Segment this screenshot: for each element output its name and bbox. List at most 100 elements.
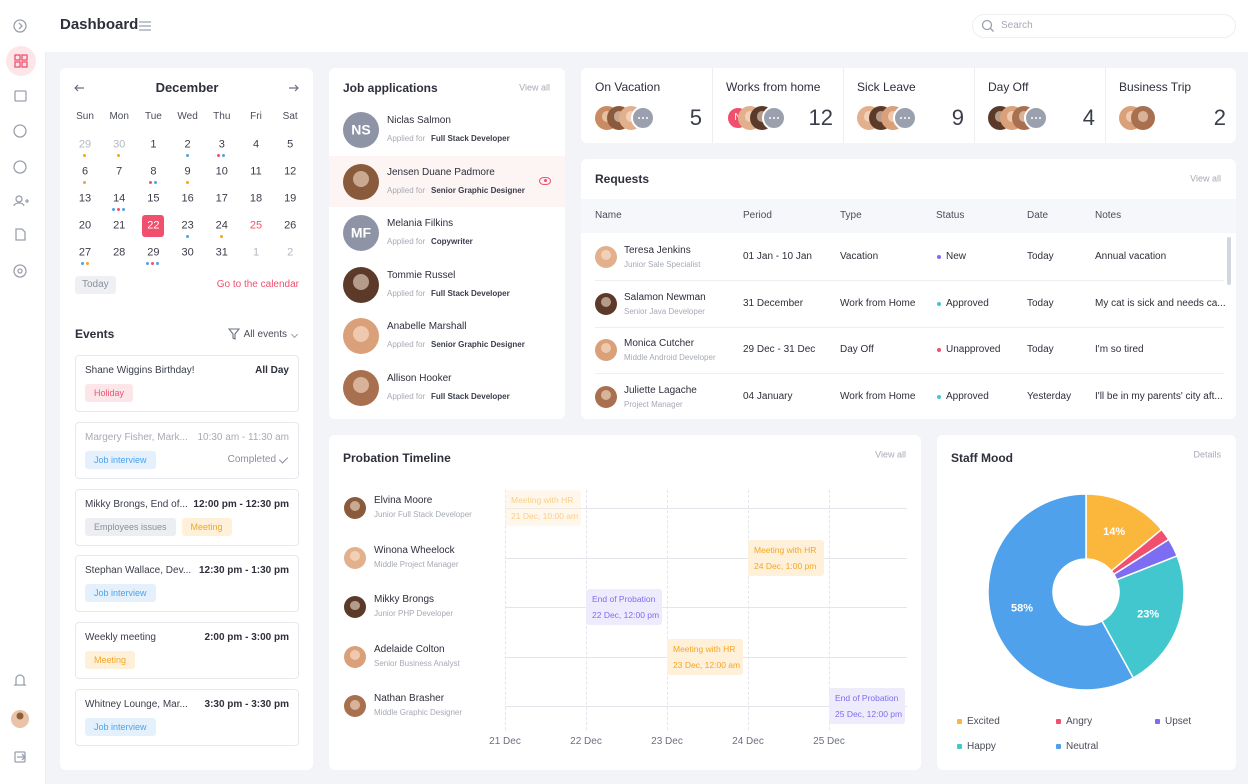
avatar-face bbox=[352, 170, 370, 187]
applicant-name[interactable]: Niclas Salmon bbox=[387, 115, 451, 126]
day[interactable]: 3 bbox=[218, 138, 225, 151]
chart-icon[interactable] bbox=[13, 160, 27, 174]
day[interactable]: 2 bbox=[184, 138, 191, 151]
expand-icon[interactable] bbox=[13, 19, 27, 33]
event-card[interactable] bbox=[75, 355, 299, 412]
notifications-icon[interactable] bbox=[13, 674, 27, 686]
applicant-name[interactable]: Melania Filkins bbox=[387, 218, 454, 230]
event-card[interactable] bbox=[75, 622, 299, 680]
day[interactable]: 23 bbox=[181, 219, 194, 232]
day[interactable]: 17 bbox=[215, 192, 228, 205]
day[interactable]: 4 bbox=[252, 138, 260, 151]
day[interactable]: 11 bbox=[250, 165, 262, 178]
day[interactable]: 7 bbox=[116, 165, 123, 178]
applicant-name[interactable]: Anabelle Marshall bbox=[387, 321, 467, 333]
event-tags: Employees issues Meeting bbox=[85, 517, 285, 536]
next-month[interactable] bbox=[289, 84, 299, 92]
timeline-event[interactable] bbox=[586, 589, 662, 626]
day[interactable]: 13 bbox=[78, 192, 92, 205]
search-box[interactable] bbox=[972, 14, 1236, 38]
column-header: Notes bbox=[1095, 210, 1122, 221]
date: Today bbox=[1027, 344, 1054, 355]
events-filter[interactable]: All events bbox=[243, 329, 287, 340]
pie-slice bbox=[987, 493, 1135, 691]
day-label: 22 Dec bbox=[570, 736, 602, 747]
day[interactable]: 20 bbox=[78, 219, 92, 232]
day[interactable]: 31 bbox=[215, 246, 228, 259]
filter-settings-icon[interactable] bbox=[138, 19, 152, 32]
status: Unapproved bbox=[946, 344, 1001, 355]
notes: I'm so tired bbox=[1095, 344, 1144, 355]
jobs-link[interactable]: View all bbox=[519, 82, 550, 93]
profile-icon[interactable] bbox=[13, 124, 27, 138]
today-button[interactable]: Today bbox=[75, 276, 116, 294]
day[interactable]: 25 bbox=[249, 219, 263, 232]
day[interactable]: 1 bbox=[252, 246, 260, 259]
calendar-icon[interactable] bbox=[14, 90, 27, 102]
add-user-icon[interactable] bbox=[15, 195, 23, 203]
day[interactable]: 29 bbox=[147, 246, 160, 259]
stats-card bbox=[581, 68, 1236, 143]
event-card[interactable] bbox=[75, 421, 299, 479]
settings-icon[interactable] bbox=[13, 264, 27, 278]
event-card[interactable] bbox=[75, 689, 299, 746]
day[interactable]: 9 bbox=[184, 165, 191, 178]
calendar-link[interactable]: Go to the calendar bbox=[216, 279, 299, 290]
applicant-name[interactable]: Tommie Russel bbox=[387, 269, 456, 281]
day[interactable]: 16 bbox=[181, 192, 194, 205]
legend-label: Angry bbox=[1066, 716, 1093, 727]
day[interactable]: 27 bbox=[78, 246, 92, 259]
day[interactable]: 30 bbox=[181, 246, 194, 259]
day[interactable]: 5 bbox=[287, 138, 294, 151]
timeline-event[interactable] bbox=[505, 490, 581, 526]
day[interactable]: 2 bbox=[287, 246, 294, 259]
day-label: 21 Dec bbox=[489, 736, 521, 747]
chart-link[interactable]: Details bbox=[1193, 449, 1221, 460]
day[interactable]: 10 bbox=[215, 165, 228, 178]
timeline-event[interactable] bbox=[667, 638, 743, 675]
day[interactable]: 18 bbox=[249, 192, 263, 205]
requests-link[interactable]: View all bbox=[1190, 173, 1221, 184]
legend-label: Neutral bbox=[1066, 741, 1099, 752]
day[interactable]: 29 bbox=[78, 138, 92, 151]
prev-month[interactable] bbox=[74, 84, 84, 92]
day[interactable]: 26 bbox=[284, 219, 297, 232]
event-card[interactable] bbox=[75, 488, 299, 546]
day[interactable]: 12 bbox=[284, 165, 297, 178]
day[interactable]: 21 bbox=[113, 219, 126, 232]
applicant-name[interactable]: Jensen Duane Padmore bbox=[387, 166, 495, 178]
event-time: 2:00 pm - 3:00 pm bbox=[204, 632, 289, 644]
document-icon[interactable] bbox=[15, 228, 26, 241]
day[interactable]: 30 bbox=[113, 138, 126, 151]
stat-label: Works from home bbox=[726, 79, 821, 94]
day[interactable]: 8 bbox=[150, 165, 157, 178]
day[interactable]: 24 bbox=[215, 219, 228, 232]
applicant-name[interactable]: Allison Hooker bbox=[387, 373, 452, 384]
day[interactable]: 6 bbox=[81, 165, 89, 178]
event-dot bbox=[156, 262, 160, 265]
day[interactable]: 22 bbox=[147, 219, 160, 232]
day[interactable]: 14 bbox=[113, 192, 126, 205]
event-title: End of Probation bbox=[592, 594, 656, 605]
more-dot bbox=[1031, 117, 1033, 119]
requester-role: Middle Android Developer bbox=[624, 353, 716, 363]
timeline-event[interactable] bbox=[748, 539, 824, 576]
event-dot bbox=[117, 154, 121, 157]
search-icon bbox=[981, 19, 994, 32]
timeline-line bbox=[505, 607, 907, 609]
event-card[interactable] bbox=[75, 555, 299, 613]
view-icon[interactable] bbox=[539, 176, 551, 185]
more-dot bbox=[904, 117, 906, 119]
dashboard-icon[interactable] bbox=[14, 54, 21, 61]
day[interactable]: 15 bbox=[147, 192, 160, 205]
timeline-event[interactable] bbox=[829, 688, 905, 725]
day[interactable]: 19 bbox=[284, 192, 297, 205]
avatar-face bbox=[350, 550, 360, 561]
weekday: Wed bbox=[177, 111, 198, 122]
legend-label: Excited bbox=[967, 716, 1000, 727]
day[interactable]: 1 bbox=[150, 138, 157, 151]
probation-link[interactable]: View all bbox=[875, 449, 906, 460]
status: New bbox=[946, 251, 967, 262]
avatar-face bbox=[756, 110, 768, 122]
day[interactable]: 28 bbox=[113, 246, 126, 259]
